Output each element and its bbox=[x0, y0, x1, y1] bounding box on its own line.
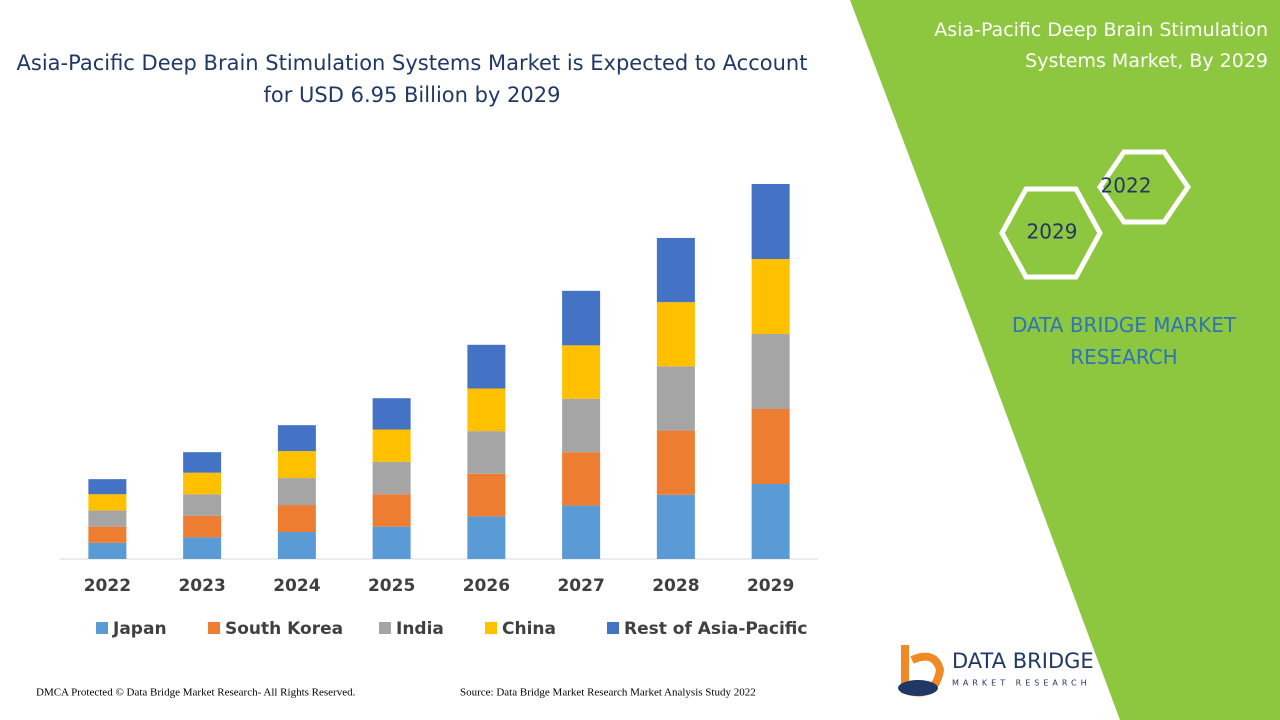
bar-segment bbox=[183, 537, 222, 559]
bar-segment bbox=[372, 494, 411, 527]
logo-tagline: MARKET RESEARCH bbox=[952, 679, 1091, 688]
x-tick-label: 2025 bbox=[368, 576, 415, 596]
chart-title: Asia-Pacific Deep Brain Stimulation Syst… bbox=[17, 51, 808, 107]
brand: DATA BRIDGE MARKET RESEARCH bbox=[1012, 313, 1237, 369]
bar-segment bbox=[372, 526, 411, 559]
legend-swatch bbox=[379, 622, 391, 634]
side-panel-bg bbox=[850, 0, 1280, 720]
bar-segment bbox=[277, 532, 316, 559]
bar-segment bbox=[183, 515, 222, 538]
bar-segment bbox=[751, 259, 790, 334]
bar-segment bbox=[372, 429, 411, 462]
bar-segment bbox=[277, 505, 316, 533]
x-tick-label: 2029 bbox=[747, 576, 794, 596]
legend-label: South Korea bbox=[225, 619, 343, 639]
legend-swatch bbox=[485, 622, 497, 634]
bar-segment bbox=[183, 452, 222, 473]
hexagon bbox=[999, 186, 1103, 280]
legend-swatch bbox=[96, 622, 108, 634]
legend-swatch bbox=[607, 622, 619, 634]
hexagon bbox=[1096, 149, 1192, 225]
bar-segment bbox=[183, 472, 222, 495]
bar-segment bbox=[467, 344, 506, 389]
legend-label: Japan bbox=[112, 619, 167, 639]
bar-segment bbox=[372, 398, 411, 430]
bar-segment bbox=[751, 409, 790, 484]
hexagon-label: 2022 bbox=[1101, 174, 1152, 198]
bar-segment bbox=[751, 334, 790, 409]
x-tick-label: 2027 bbox=[557, 576, 604, 596]
legend-swatch bbox=[208, 622, 220, 634]
bar-segment bbox=[467, 473, 506, 517]
bar-segment bbox=[656, 302, 695, 367]
bar-segment bbox=[88, 542, 127, 559]
bar-segment bbox=[751, 484, 790, 559]
bar-segment bbox=[277, 425, 316, 452]
bar-segment bbox=[277, 451, 316, 479]
legend-label: China bbox=[502, 619, 556, 639]
logo-icon bbox=[898, 680, 938, 696]
x-tick-label: 2028 bbox=[652, 576, 699, 596]
footer-right: Source: Data Bridge Market Research Mark… bbox=[460, 687, 756, 699]
x-tick-label: 2024 bbox=[273, 576, 320, 596]
bar-segment bbox=[562, 452, 601, 506]
x-tick-label: 2022 bbox=[84, 576, 131, 596]
bar-segment bbox=[88, 510, 127, 527]
bar-segment bbox=[88, 479, 127, 495]
bar-segment bbox=[467, 431, 506, 474]
bar-segment bbox=[88, 526, 127, 543]
x-tick-label: 2023 bbox=[178, 576, 225, 596]
bar-segment bbox=[751, 184, 790, 259]
legend-label: India bbox=[396, 619, 444, 639]
side-title: Asia-Pacific Deep Brain Stimulation Syste… bbox=[934, 19, 1268, 72]
footer-left: DMCA Protected © Data Bridge Market Rese… bbox=[36, 687, 356, 699]
bar-segment bbox=[467, 388, 506, 432]
bar-segment bbox=[562, 505, 601, 559]
logo-name: DATA BRIDGE bbox=[952, 649, 1094, 673]
bar-segment bbox=[656, 237, 695, 303]
bar-segment bbox=[562, 345, 601, 399]
bar-segment bbox=[467, 516, 506, 559]
bar-segment bbox=[88, 494, 127, 511]
bar-segment bbox=[372, 461, 411, 495]
bar-segment bbox=[656, 430, 695, 495]
bar-segment bbox=[656, 366, 695, 431]
x-tick-label: 2026 bbox=[463, 576, 510, 596]
bar-segment bbox=[562, 290, 601, 346]
bar-segment bbox=[562, 398, 601, 453]
legend-label: Rest of Asia-Pacific bbox=[624, 619, 807, 639]
logo: DATA BRIDGE MARKET RESEARCH bbox=[898, 645, 1094, 697]
bar-segment bbox=[183, 494, 222, 516]
bar-segment bbox=[656, 494, 695, 559]
hexagon-label: 2029 bbox=[1027, 220, 1078, 244]
bar-segment bbox=[277, 478, 316, 506]
